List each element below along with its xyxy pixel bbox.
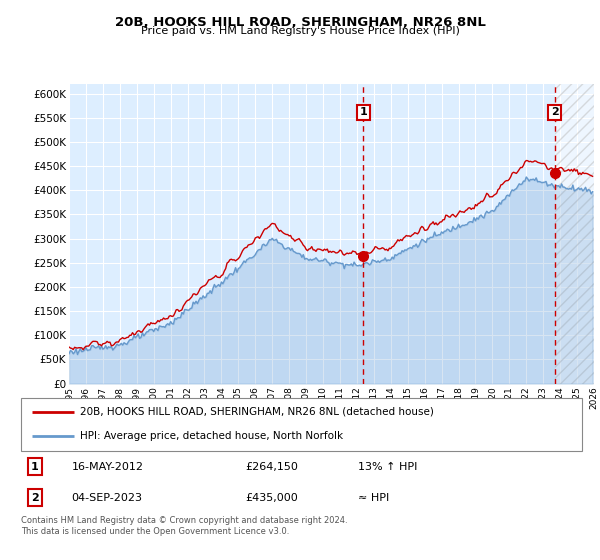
Text: 13% ↑ HPI: 13% ↑ HPI (358, 461, 417, 472)
Text: 2: 2 (551, 108, 559, 118)
Text: £435,000: £435,000 (245, 493, 298, 503)
Text: HPI: Average price, detached house, North Norfolk: HPI: Average price, detached house, Nort… (80, 431, 343, 441)
Text: 16-MAY-2012: 16-MAY-2012 (71, 461, 143, 472)
Text: 20B, HOOKS HILL ROAD, SHERINGHAM, NR26 8NL (detached house): 20B, HOOKS HILL ROAD, SHERINGHAM, NR26 8… (80, 407, 434, 417)
Text: Price paid vs. HM Land Registry's House Price Index (HPI): Price paid vs. HM Land Registry's House … (140, 26, 460, 36)
Text: 1: 1 (31, 461, 39, 472)
Text: 04-SEP-2023: 04-SEP-2023 (71, 493, 142, 503)
Text: 2: 2 (31, 493, 39, 503)
Text: 1: 1 (359, 108, 367, 118)
Text: £264,150: £264,150 (245, 461, 298, 472)
Text: 20B, HOOKS HILL ROAD, SHERINGHAM, NR26 8NL: 20B, HOOKS HILL ROAD, SHERINGHAM, NR26 8… (115, 16, 485, 29)
Bar (554, 84, 594, 384)
Text: ≈ HPI: ≈ HPI (358, 493, 389, 503)
FancyBboxPatch shape (21, 398, 582, 451)
Text: Contains HM Land Registry data © Crown copyright and database right 2024.
This d: Contains HM Land Registry data © Crown c… (21, 516, 347, 536)
